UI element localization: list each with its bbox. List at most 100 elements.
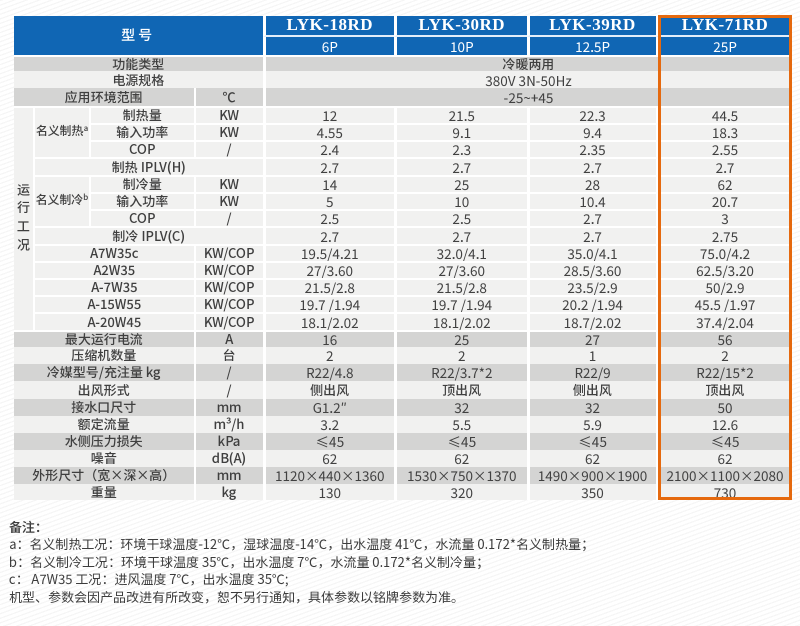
row-mid-11-value-2: 20.2 /1.94 (526, 294, 656, 312)
row-mid-6-value-2: 2.7 (526, 208, 656, 226)
row-bottom-5-label: 额定流量 (14, 415, 194, 433)
row-bottom-6-label: 水侧压力损失 (14, 432, 194, 450)
row-mid-8-label: A7W35c (33, 243, 194, 261)
model-column-header: 型号 (14, 16, 263, 55)
row-bottom-9-value-3: 730 (655, 483, 792, 500)
model-hp-25p: 25P (655, 37, 792, 55)
row-mid-8-unit: KW/COP (193, 243, 263, 261)
row-bottom-7-value-2: 62 (526, 449, 656, 467)
row-mid-7-value-3: 2.75 (655, 225, 792, 244)
row-mid-5-value-3: 20.7 (655, 191, 792, 209)
row-mid-2-value-1: 2.3 (394, 139, 527, 157)
row-mid-9-value-3: 62.5/3.20 (655, 260, 792, 278)
row-top-2-label: 应用环境范围 (14, 88, 194, 106)
row-bottom-9-value-0: 130 (262, 483, 394, 500)
row-mid-10-unit: KW/COP (193, 277, 263, 295)
row-mid-8-value-3: 75.0/4.2 (655, 243, 792, 261)
group-label-superscript: a (83, 123, 89, 134)
spec-table-wrap: 型号 LYK-18RD LYK-30RD LYK-39RD LYK-71RD 6… (14, 14, 792, 500)
row-bottom-1: 压缩机数量台 2 2 1 2 (14, 346, 792, 364)
row-bottom-4: 接水口尺寸 mm G1.2″ 32 32 50 (14, 398, 792, 416)
row-mid-10-value-3: 50/2.9 (655, 277, 792, 295)
row-mid-10-label: A-7W35 (33, 277, 194, 295)
row-bottom-0-label: 最大运行电流 (14, 329, 194, 347)
row-mid-0-value-1: 21.5 (394, 105, 527, 123)
spec-table: 型号 LYK-18RD LYK-30RD LYK-39RD LYK-71RD 6… (14, 16, 792, 500)
row-mid-1-value-3: 18.3 (655, 122, 792, 140)
row-bottom-7-unit: dB(A) (193, 449, 263, 467)
row-mid-1-unit: KW (193, 122, 263, 140)
row-mid-4-value-0: 14 (262, 174, 394, 192)
row-bottom-0-unit: A (193, 329, 263, 347)
row-bottom-3-label: 出风形式 (14, 380, 194, 399)
row-bottom-1-value-3: 2 (655, 346, 792, 364)
row-bottom-2-value-1: R22/3.7*2 (394, 363, 527, 381)
row-mid-4-label: 制冷量 (89, 174, 194, 192)
row-mid-11-value-3: 45.5 /1.97 (655, 294, 792, 312)
row-mid-0-value-0: 12 (262, 105, 394, 123)
model-name-lyk-30rd: LYK-30RD (394, 16, 527, 37)
row-mid-2-value-3: 2.55 (655, 139, 792, 157)
row-bottom-2-label: 冷媒型号/充注量 kg (14, 363, 194, 381)
row-bottom-1-label: 压缩机数量 (14, 346, 194, 364)
row-bottom-9: 重量 kg 130 320 350 730 (14, 483, 792, 500)
row-mid-4-value-3: 62 (655, 174, 792, 192)
row-mid-12-value-1: 18.1/2.02 (394, 311, 527, 330)
row-bottom-6-value-3: ≤45 (655, 432, 792, 450)
footnote-line-a: a：名义制热工况：环境干球温度-12℃，湿球温度-14℃，出水温度 41℃，水流… (9, 534, 595, 554)
row-mid-11: A-15W55 KW/COP 19.7 /1.94 19.7 /1.94 20.2 /1… (14, 294, 792, 312)
row-mid-11-value-0: 19.7 /1.94 (262, 294, 394, 312)
row-mid-3-value-1: 2.7 (394, 156, 527, 175)
group-label-text: 名义制热 (35, 122, 84, 139)
row-mid-12: A-20W45 KW/COP 18.1/2.02 18.1/2.02 18.7/2.02… (14, 311, 792, 330)
row-bottom-8-unit: mm (193, 466, 263, 484)
group-label-text: 名义制冷 (35, 191, 83, 208)
row-mid-5-value-0: 5 (262, 191, 394, 209)
footnotes-block: 备注： a：名义制热工况：环境干球温度-12℃，湿球温度-14℃，出水温度 41… (9, 518, 793, 605)
row-bottom-0-value-0: 16 (262, 329, 394, 347)
row-bottom-2-value-2: R22/9 (526, 363, 656, 381)
row-bottom-0-value-3: 56 (655, 329, 792, 347)
row-mid-3-value-2: 2.7 (526, 156, 656, 175)
row-mid-3: 制热 IPLV(H) 2.7 2.7 2.7 2.7 (14, 156, 792, 175)
row-mid-1-value-2: 9.4 (526, 122, 656, 140)
row-mid-11-label: A-15W55 (33, 294, 194, 312)
row-mid-9-value-0: 27/3.60 (262, 260, 394, 278)
row-mid-0-value-2: 22.3 (526, 105, 656, 123)
row-mid-8-value-2: 35.0/4.1 (526, 243, 656, 261)
row-bottom-6: 水侧压力损失 kPa ≤45 ≤45 ≤45 ≤45 (14, 432, 792, 450)
model-hp-row: 6P 10P 12.5P 25P (14, 37, 792, 55)
row-bottom-9-value-2: 350 (526, 483, 656, 500)
row-bottom-9-value-1: 320 (394, 483, 527, 500)
row-mid-6: COP/2.5 2.5 2.7 3 (14, 208, 792, 226)
row-mid-4-value-2: 28 (526, 174, 656, 192)
row-mid-7-value-0: 2.7 (262, 225, 394, 244)
row-mid-0: 运行工况 名义制热a 制热量 KW 12 21.5 22.3 44.5 (14, 105, 792, 330)
footnotes-title: 备注： (9, 517, 49, 536)
row-bottom-8-value-0: 1120×440×1360 (262, 466, 394, 484)
row-top-1-label: 电源规格 (14, 71, 263, 88)
row-bottom-9-label: 重量 (14, 483, 194, 500)
row-mid-9-value-1: 27/3.60 (394, 260, 527, 278)
row-top-0-value: 冷暖两用 (262, 54, 792, 71)
row-bottom-9-unit: kg (193, 483, 263, 500)
row-top-2-value: -25~+45 (262, 88, 792, 106)
row-bottom-3-value-1: 顶出风 (394, 380, 527, 399)
row-bottom-7-label: 噪音 (14, 449, 194, 467)
row-bottom-7-value-3: 62 (655, 449, 792, 467)
row-mid-6-value-3: 3 (655, 208, 792, 226)
row-bottom-5-value-3: 12.6 (655, 415, 792, 433)
row-mid-8-value-1: 32.0/4.1 (394, 243, 527, 261)
row-mid-2-unit: / (193, 139, 263, 157)
row-bottom-8-value-2: 1490×900×1900 (526, 466, 656, 484)
row-bottom-3-value-2: 侧出风 (526, 380, 656, 399)
row-mid-3-value-0: 2.7 (262, 156, 394, 175)
row-bottom-7-value-0: 62 (262, 449, 394, 467)
model-name-lyk-39rd: LYK-39RD (526, 16, 656, 37)
model-hp-6p: 6P (262, 37, 394, 55)
row-mid-4-group-label: 名义制冷b (33, 174, 89, 226)
row-mid-12-value-3: 37.4/2.04 (655, 311, 792, 330)
row-mid-10: A-7W35 KW/COP 21.5/2.8 21.5/2.8 23.5/2.9 50/2… (14, 277, 792, 295)
row-mid-0-unit: KW (193, 105, 263, 123)
row-mid-0-label: 制热量 (89, 105, 194, 123)
